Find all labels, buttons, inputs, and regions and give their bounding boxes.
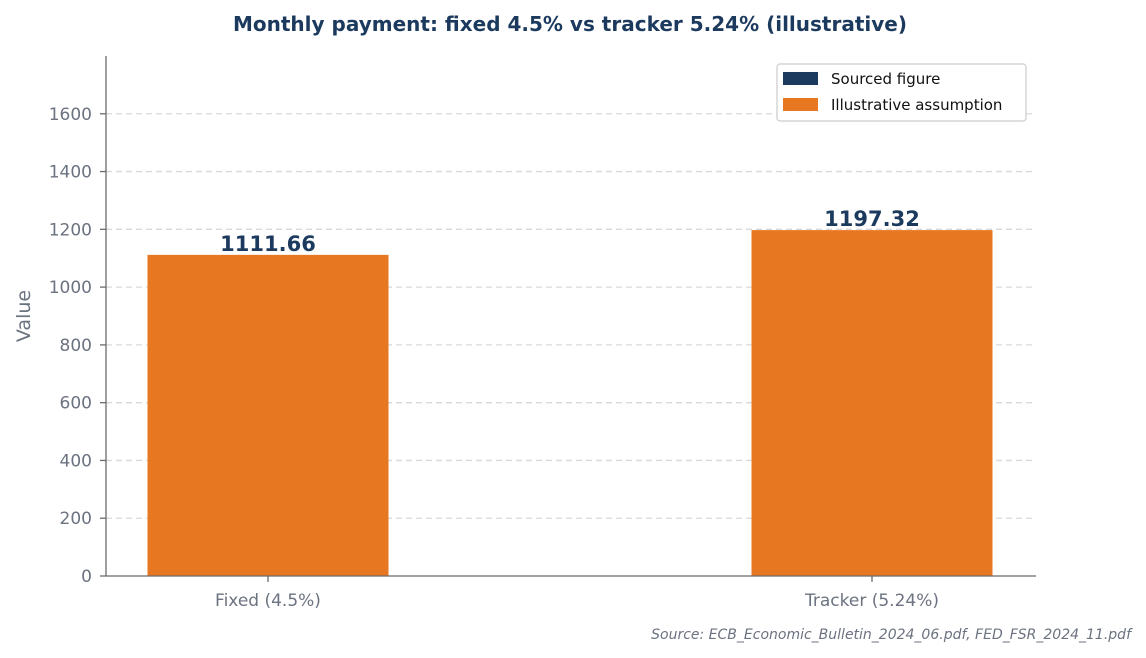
legend: Sourced figure Illustrative assumption	[776, 63, 1027, 122]
y-tick-label: 600	[60, 394, 92, 414]
x-ticks: Fixed (4.5%) Tracker (5.24%)	[215, 576, 939, 611]
y-ticks: 0 200 400 600 800 1000 1200 1400 1600	[49, 105, 106, 587]
legend-swatch-illustrative	[783, 98, 818, 111]
source-note: Source: ECB_Economic_Bulletin_2024_06.pd…	[651, 627, 1133, 643]
legend-box	[776, 63, 1027, 122]
x-tick-label: Fixed (4.5%)	[215, 591, 321, 611]
x-tick-label: Tracker (5.24%)	[804, 591, 939, 611]
data-label: 1111.66	[220, 232, 316, 256]
y-tick-label: 1200	[49, 220, 92, 240]
y-tick-label: 0	[81, 567, 92, 587]
data-label: 1197.32	[824, 207, 920, 231]
bar-tracker	[751, 230, 993, 577]
y-tick-label: 400	[60, 451, 92, 471]
y-tick-label: 1600	[49, 105, 92, 125]
data-labels: 1111.66 1197.32	[220, 207, 920, 256]
bar-fixed	[147, 254, 389, 577]
bars	[147, 230, 993, 577]
chart-title: Monthly payment: fixed 4.5% vs tracker 5…	[233, 12, 907, 36]
legend-swatch-sourced	[783, 72, 818, 85]
legend-label-sourced: Sourced figure	[831, 70, 940, 88]
y-tick-label: 800	[60, 336, 92, 356]
legend-label-illustrative: Illustrative assumption	[831, 96, 1002, 114]
y-tick-label: 1000	[49, 278, 92, 298]
y-axis-label: Value	[13, 290, 35, 342]
y-tick-label: 200	[60, 509, 92, 529]
y-tick-label: 1400	[49, 163, 92, 183]
